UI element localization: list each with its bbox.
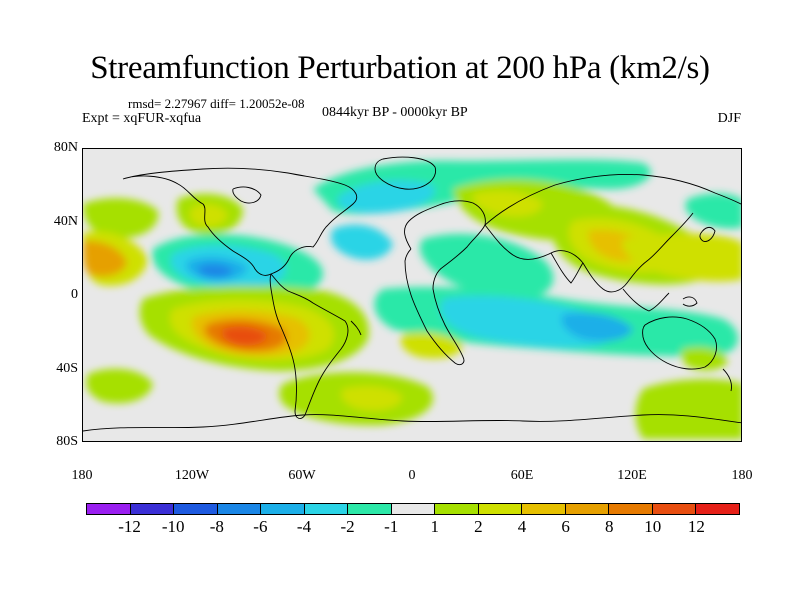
colorbar-swatch [87,504,131,514]
colorbar-label: 2 [474,517,483,536]
colorbar-swatch [217,504,262,514]
colorbar-label: 6 [561,517,570,536]
contour-region [331,224,393,260]
contour-region [622,233,741,282]
colorbar-swatch [652,504,697,514]
coastline-indonesia [682,296,698,307]
contour-region [440,295,614,348]
contour-region [341,386,403,411]
colorbar-label: -10 [161,517,185,536]
coastline-india [550,252,584,284]
lon-label-60w: 60W [288,468,316,483]
contour-region [472,190,543,217]
contour-region [561,312,633,342]
coastline-greenland [374,156,437,190]
lon-label-120w: 120W [174,468,210,483]
contour-region [86,368,153,404]
colorbar-swatch [609,504,653,514]
contour-region [635,379,741,439]
season-label: DJF [717,111,741,126]
colorbar-swatch [522,504,566,514]
lat-label-80s: 80S [56,434,78,449]
lat-label-80n: 80N [53,140,78,155]
coastline-asia [484,174,741,293]
coastline-antarctica [83,414,741,432]
lon-label-0: 0 [408,468,416,483]
colorbar-label: 1 [430,517,440,536]
colorbar [86,503,740,515]
contour-region [221,326,268,346]
contour-region [337,180,435,214]
colorbar-swatch [130,504,175,514]
coastline-africa [404,200,486,366]
coastline-australia [642,316,717,370]
colorbar-label: -2 [340,517,355,536]
contour-region [685,193,741,229]
colorbar-swatch [696,504,739,514]
lon-label-60e: 60E [510,468,534,483]
colorbar-label: -12 [118,517,141,536]
contour-region [189,204,228,227]
lon-label-120e: 120E [617,468,647,483]
colorbar-swatch [565,504,610,514]
colorbar-label: 10 [644,517,662,536]
lon-label-180e: 180 [731,468,753,483]
colorbar-label: -4 [296,517,312,536]
period-label: 0844kyr BP - 0000kyr BP [322,105,468,120]
coastlines [83,156,741,432]
coastline-brazil-east [350,320,362,336]
coastline-japan [699,226,716,242]
coastline-south-america [269,273,349,419]
colorbar-swatch [174,504,218,514]
colorbar-swatch [391,504,436,514]
colorbar-label: -8 [209,517,224,536]
streamfunction-map [82,148,742,442]
coastline-se-asia [622,288,670,312]
chart-title: Streamfunction Perturbation at 200 hPa (… [90,50,710,86]
contour-fills [83,159,741,439]
colorbar-swatch [348,504,392,514]
colorbar-label: -6 [253,517,268,536]
colorbar-swatch [478,504,523,514]
coastline-hudson-bay [232,186,262,204]
experiment-label: Expt = xqFUR-xqfua [82,111,202,126]
colorbar-swatch [304,504,349,514]
contour-region [419,233,554,299]
colorbar-label: 8 [604,517,614,536]
colorbar-swatch [261,504,305,514]
colorbar-label: -1 [384,517,399,536]
contour-region [198,264,233,278]
coastline-north-america [122,167,358,276]
contour-region [681,347,728,371]
lat-label-40n: 40N [53,214,78,229]
colorbar-label: 4 [517,517,527,536]
coastline-new-zealand [722,368,732,392]
lat-label-40s: 40S [56,361,78,376]
contour-region [400,332,463,359]
colorbar-label: 12 [687,517,705,536]
contour-region [83,240,127,277]
stats-text: rmsd= 2.27967 diff= 1.20052e-08 [128,96,305,111]
lon-label-180w: 180 [71,468,93,483]
colorbar-swatch [435,504,479,514]
lat-label-0: 0 [71,287,78,302]
contour-region [83,198,159,238]
